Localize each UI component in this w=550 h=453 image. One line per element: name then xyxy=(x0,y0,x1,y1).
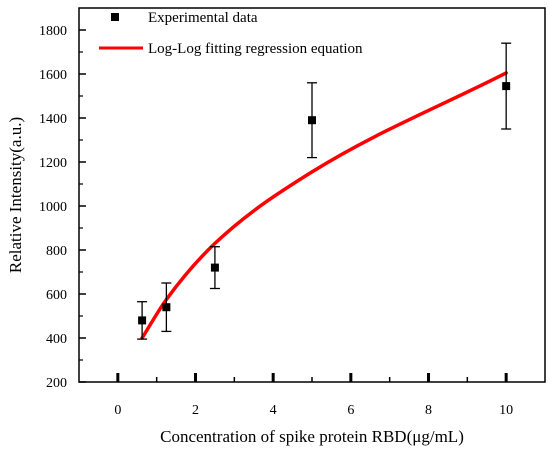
experimental-series xyxy=(137,42,512,340)
fit-series xyxy=(140,71,508,340)
legend-marker-experimental xyxy=(111,13,119,21)
legend: Experimental data Log-Log fitting regres… xyxy=(99,10,363,57)
x-tick-label: 6 xyxy=(347,403,354,418)
y-tick-label: 400 xyxy=(46,332,67,347)
y-tick-labels: 200 400 600 800 1000 1200 1400 1600 1800 xyxy=(39,24,67,391)
y-axis-title: Relative Intensity(a.u.) xyxy=(6,117,25,273)
axis-ticks xyxy=(79,29,508,383)
x-tick-label: 10 xyxy=(499,403,513,418)
x-tick-label: 8 xyxy=(425,403,432,418)
plot-frame xyxy=(78,7,546,383)
data-point xyxy=(502,82,511,91)
x-axis-title: Concentration of spike protein RBD(μg/mL… xyxy=(160,427,464,446)
y-tick-label: 1200 xyxy=(39,156,67,171)
data-point xyxy=(162,303,171,312)
y-tick-label: 1800 xyxy=(39,24,67,39)
fit-curve xyxy=(140,71,508,340)
y-tick-label: 200 xyxy=(46,376,67,391)
y-tick-label: 1000 xyxy=(39,200,67,215)
legend-label-fit: Log-Log fitting regression equation xyxy=(148,41,363,57)
data-point xyxy=(138,316,147,325)
x-tick-label: 2 xyxy=(192,403,199,418)
y-tick-label: 800 xyxy=(46,244,67,259)
y-tick-label: 1400 xyxy=(39,112,67,127)
legend-label-experimental: Experimental data xyxy=(148,10,258,26)
x-tick-label: 0 xyxy=(114,403,121,418)
x-tick-label: 4 xyxy=(270,403,277,418)
x-tick-labels: 0 2 4 6 8 10 xyxy=(114,403,513,418)
y-tick-label: 1600 xyxy=(39,68,67,83)
data-point xyxy=(210,263,219,272)
data-point xyxy=(308,116,316,125)
y-tick-label: 600 xyxy=(46,288,67,303)
